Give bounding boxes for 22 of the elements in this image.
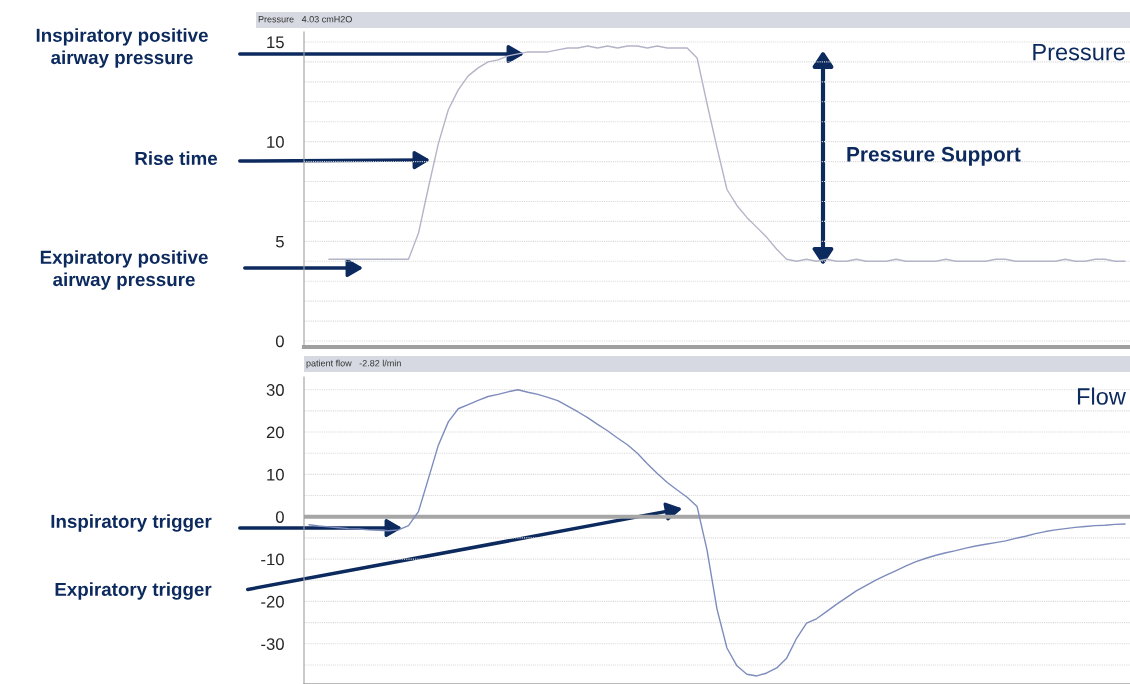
y-tick-label: 30 [266, 384, 284, 396]
chart-subtitle: Pressure 4.03 cmH2O [258, 16, 352, 23]
y-tick-label: 0 [275, 335, 284, 348]
y-tick-label: 10 [267, 136, 284, 148]
annotation: Pressure Support [847, 146, 1021, 166]
text: Inspiratory trigger [51, 514, 212, 532]
chart-title: Pressure [1033, 43, 1125, 61]
y-tick-label: 15 [267, 36, 284, 49]
chart-title: Flow [1077, 387, 1126, 405]
chart-subtitle: patient flow -2.82 l/min [306, 359, 401, 369]
text: Expiratory trigger [55, 582, 212, 600]
y-tick-label: 20 [266, 426, 284, 439]
y-tick-label: -10 [261, 553, 284, 566]
text: Expiratory positive airway pressure [40, 250, 208, 290]
y-tick-label: -20 [261, 595, 284, 608]
text: Inspiratory positive airway pressure [36, 28, 208, 68]
text: Rise time [135, 151, 218, 166]
y-tick-label: 5 [275, 235, 284, 248]
y-tick-label: -30 [261, 638, 284, 650]
y-tick-label: 0 [275, 511, 284, 523]
y-tick-label: 10 [267, 468, 284, 481]
line-series [308, 389, 1126, 677]
